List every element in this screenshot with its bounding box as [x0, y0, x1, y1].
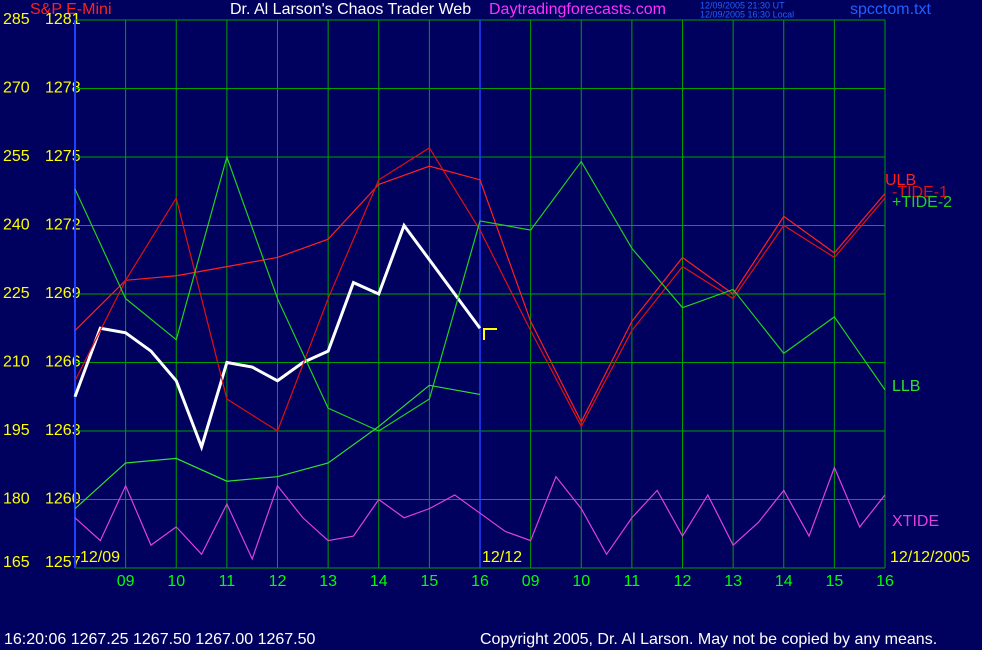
site-label: Daytradingforecasts.com — [489, 1, 666, 18]
series-line — [74, 165, 886, 424]
x-tick-label: 09 — [522, 573, 540, 590]
legend-label: XTIDE — [892, 513, 939, 530]
y2-tick-label: 285 — [3, 11, 30, 28]
y-tick-label: 1278 — [45, 80, 81, 97]
y2-tick-label: 255 — [3, 148, 30, 165]
y-tick-label: 1263 — [45, 422, 81, 439]
y2-tick-label: 165 — [3, 554, 30, 571]
marker — [483, 328, 497, 340]
series-line — [74, 147, 886, 432]
legend-label: -TIDE-1 — [892, 184, 948, 201]
legend-label: ULB — [885, 172, 916, 189]
legend-label: +TIDE-2 — [892, 194, 952, 211]
x-tick-label: 13 — [319, 573, 337, 590]
timestamp: 12/09/2005 16:30 Local — [700, 9, 794, 19]
y2-tick-label: 225 — [3, 285, 30, 302]
y2-tick-label: 240 — [3, 217, 30, 234]
y2-tick-label: 210 — [3, 354, 30, 371]
x-tick-label: 16 — [471, 573, 489, 590]
quote-line: 16:20:06 1267.25 1267.50 1267.00 1267.50 — [4, 631, 316, 648]
instrument-label: S&P E-Mini — [30, 1, 112, 18]
y-tick-label: 1281 — [45, 11, 81, 28]
y2-tick-label: 270 — [3, 80, 30, 97]
y-tick-label: 1269 — [45, 285, 81, 302]
series-line — [74, 155, 886, 432]
x-tick-label: 15 — [420, 573, 438, 590]
y2-tick-label: 180 — [3, 491, 30, 508]
y-tick-label: 1275 — [45, 148, 81, 165]
plot-area: 1257 1260 1263 1266 1269 1272 1275 1278 1281 165 1… — [3, 11, 952, 590]
legend-label: LLB — [892, 378, 920, 395]
x-tick-label: 14 — [775, 573, 793, 590]
series-line — [74, 465, 886, 561]
y-tick-label: 1272 — [45, 217, 81, 234]
series-line — [73, 222, 482, 452]
x-tick-label: 12 — [269, 573, 287, 590]
y-tick-label: 1260 — [45, 491, 81, 508]
x-tick-label: 10 — [572, 573, 590, 590]
date-label: 12/12 — [482, 549, 522, 566]
y-tick-label: 1257 — [45, 554, 81, 571]
x-tick-label: 10 — [167, 573, 185, 590]
x-tick-label: 11 — [624, 573, 641, 590]
x-tick-label: 13 — [724, 573, 742, 590]
date-label: 12/09 — [80, 549, 120, 566]
date-label: 12/12/2005 — [890, 549, 970, 566]
y-tick-label: 1266 — [45, 354, 81, 371]
chart-title: Dr. Al Larson's Chaos Trader Web — [230, 1, 471, 18]
x-tick-label: 16 — [876, 573, 894, 590]
file-label: spcctom.txt — [850, 1, 931, 18]
x-tick-label: 12 — [674, 573, 692, 590]
copyright: Copyright 2005, Dr. Al Larson. May not b… — [480, 631, 937, 648]
x-tick-label: 11 — [219, 573, 236, 590]
x-tick-label: 14 — [370, 573, 388, 590]
x-tick-label: 09 — [117, 573, 135, 590]
timestamp: 12/09/2005 21:30 UT — [700, 0, 785, 10]
series-line — [74, 384, 481, 510]
y2-tick-label: 195 — [3, 422, 30, 439]
x-tick-label: 15 — [825, 573, 843, 590]
